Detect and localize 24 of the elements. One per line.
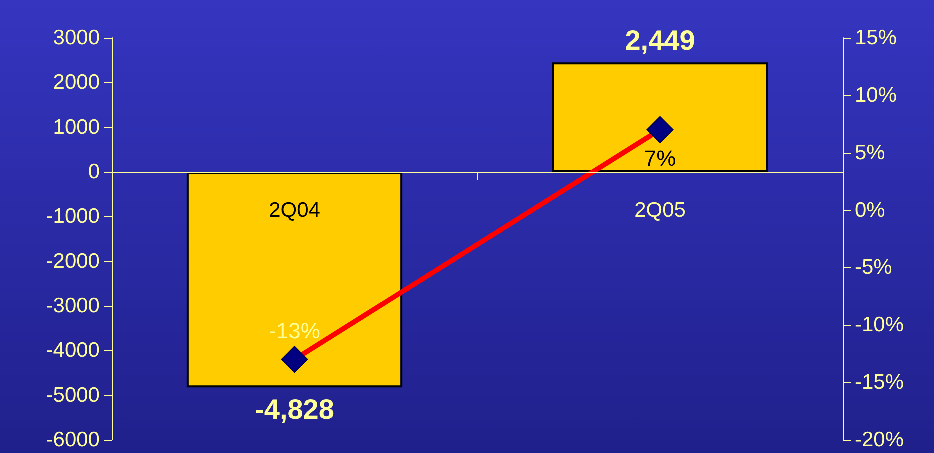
y-tick-label: -5000 [46,384,100,407]
y2-tick-label: -10% [855,314,904,337]
y-tick-label: -2000 [46,250,100,273]
y2-tick-label: 5% [855,141,886,164]
x-tick-label: 2Q05 [634,199,686,222]
y-tick-label: -1000 [46,205,100,228]
data-label: -13% [269,318,320,344]
y-tick-label: -3000 [46,294,100,318]
data-label: 2,449 [625,25,696,56]
y2-tick-label: -15% [855,371,904,394]
y-tick-label: 3000 [53,26,100,50]
y2-tick-label: 15% [855,26,898,50]
data-label: 7% [644,146,676,171]
y-tick-label: -4000 [46,339,100,362]
y-tick-label: 0 [88,160,100,184]
y2-tick-label: 0% [855,198,886,222]
y-tick-label: 1000 [53,116,100,139]
y2-tick-label: 10% [855,84,898,107]
x-tick-label: 2Q04 [269,199,321,222]
y-tick-label: 2000 [53,71,100,94]
data-label: -4,828 [255,394,334,426]
y2-tick-label: -20% [855,428,904,452]
y-tick-label: -6000 [46,428,100,452]
y2-tick-label: -5% [855,256,892,280]
